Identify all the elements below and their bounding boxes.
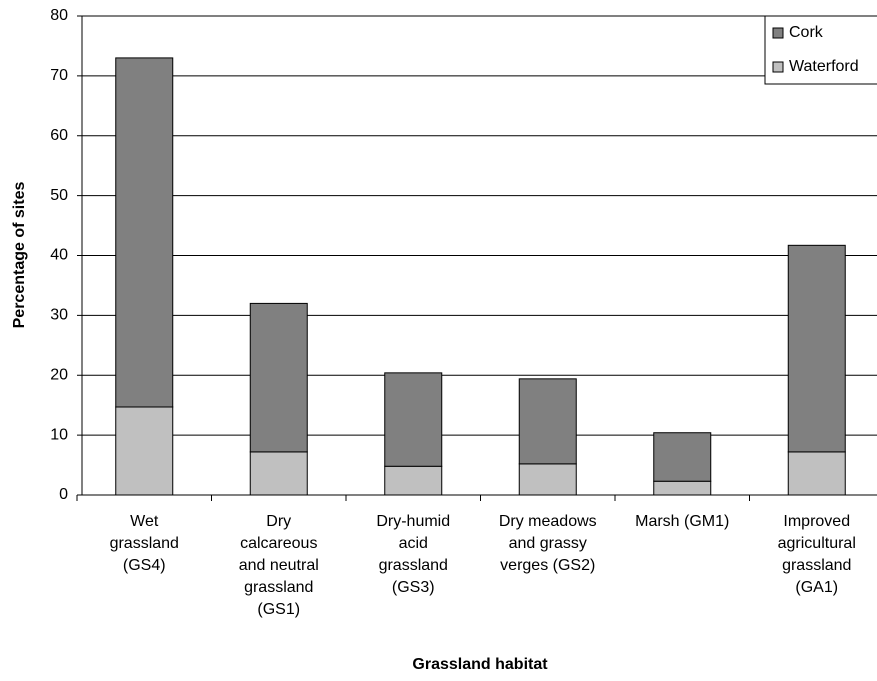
x-tick-label: Marsh (GM1) xyxy=(635,513,730,530)
bar-segment xyxy=(384,372,443,467)
y-tick-label: 0 xyxy=(59,486,68,503)
legend-swatch xyxy=(772,27,784,39)
x-axis-title: Grassland habitat xyxy=(412,656,548,673)
bar-segment xyxy=(653,480,712,496)
legend-box xyxy=(764,15,877,85)
legend-label: Waterford xyxy=(789,58,859,75)
bar-segment xyxy=(653,432,712,482)
bar-segment xyxy=(518,378,577,465)
bar-segment xyxy=(787,244,846,453)
y-axis-title: Percentage of sites xyxy=(11,182,28,329)
x-tick-label: Improved agricultural grassland (GA1) xyxy=(777,513,856,596)
bar-segment xyxy=(115,406,174,496)
bar-segment xyxy=(384,465,443,496)
y-tick-label: 80 xyxy=(50,7,68,24)
legend-label: Cork xyxy=(789,24,824,41)
y-tick-label: 10 xyxy=(50,426,68,443)
x-tick-label: Dry calcareous and neutral grassland (GS… xyxy=(238,513,319,618)
bar-segment xyxy=(249,451,308,496)
bar-segment xyxy=(249,302,308,453)
x-tick-label: Wet grassland (GS4) xyxy=(109,513,179,574)
bar-segment xyxy=(787,451,846,496)
y-tick-label: 70 xyxy=(50,67,68,84)
x-tick-label: Dry-humid acid grassland (GS3) xyxy=(376,513,451,596)
y-tick-label: 30 xyxy=(50,307,68,324)
y-tick-label: 50 xyxy=(50,187,68,204)
bar-segment xyxy=(115,57,174,408)
y-tick-label: 40 xyxy=(50,247,68,264)
bar-segment xyxy=(518,463,577,496)
y-tick-label: 20 xyxy=(50,366,68,383)
x-tick-label: Dry meadows and grassy verges (GS2) xyxy=(498,513,597,574)
legend-swatch xyxy=(772,61,784,73)
y-tick-label: 60 xyxy=(50,127,68,144)
